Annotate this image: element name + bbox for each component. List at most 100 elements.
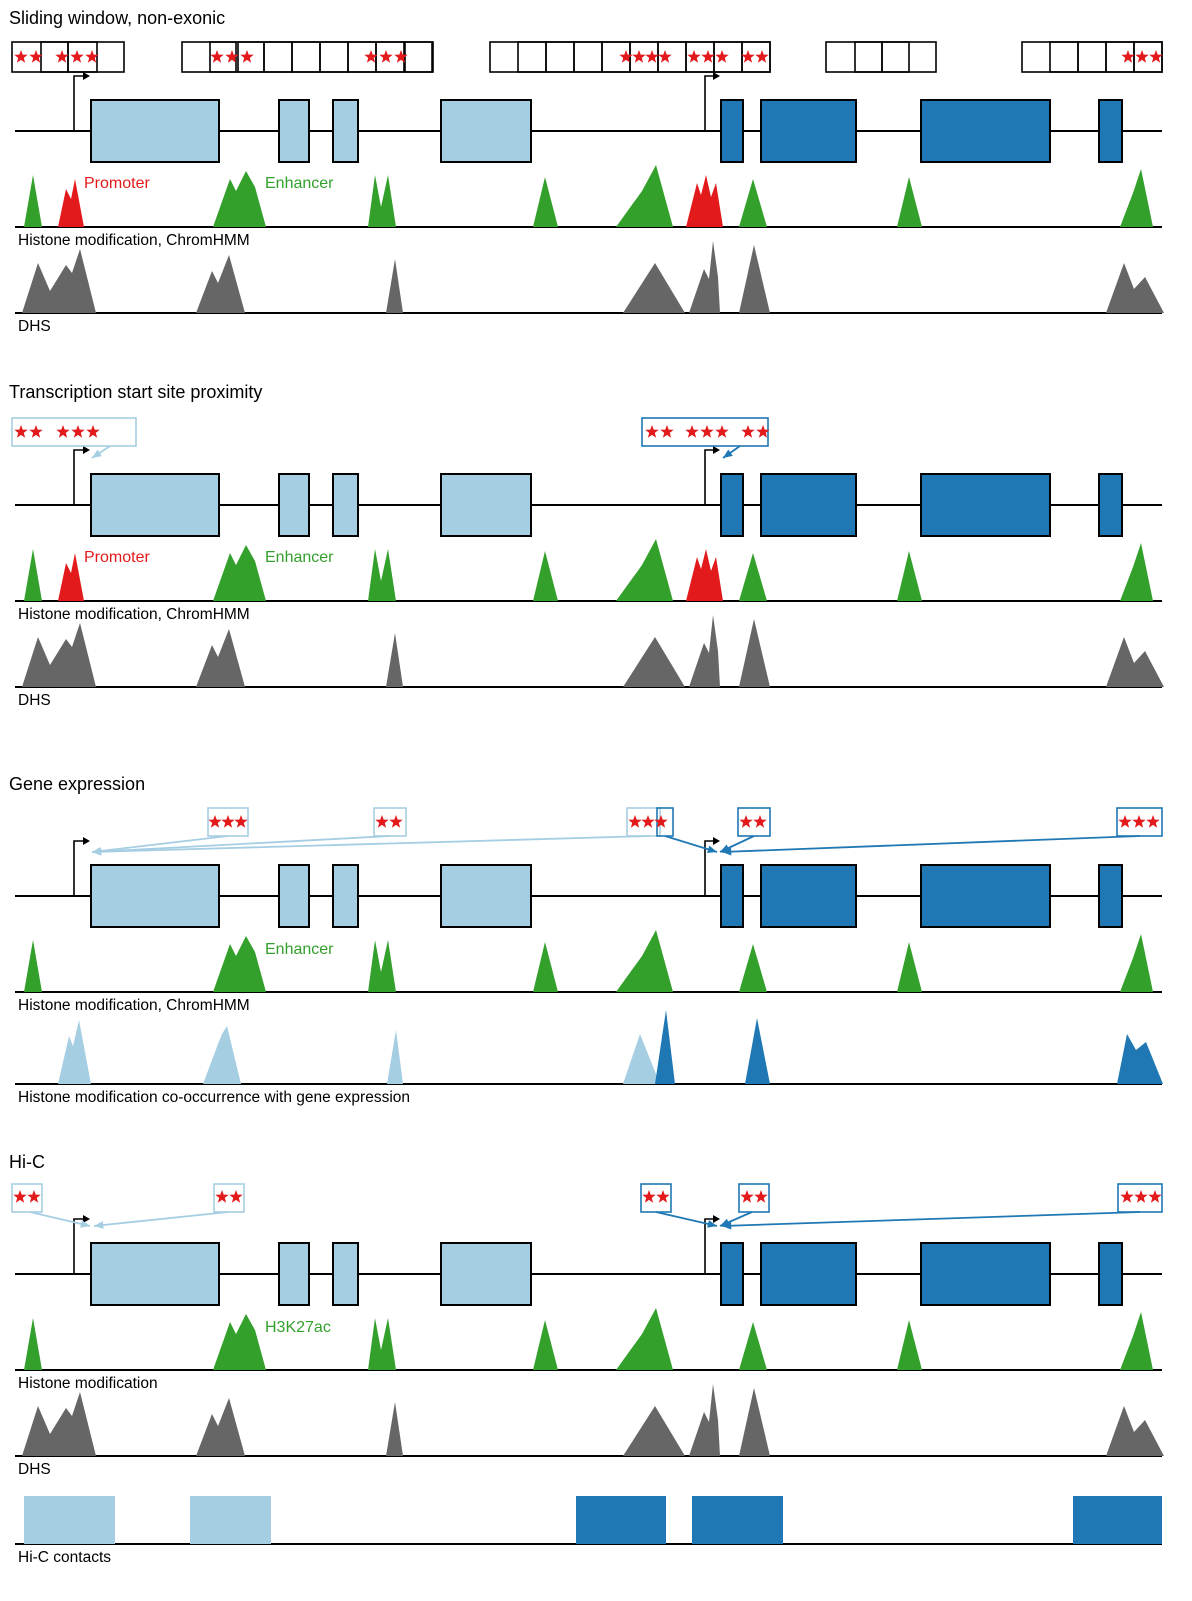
star-icon [70,50,84,63]
enhancer-label: Enhancer [265,175,334,192]
tss-window-box-gene-2 [641,417,769,447]
tss-arrowhead-icon [83,72,90,80]
enhancer-label: Enhancer [265,549,334,566]
panel-title: Hi-C [9,1152,45,1172]
exon-gene-1 [278,864,310,928]
tss-arrowhead-icon [713,72,720,80]
star-icon [14,425,28,438]
star-icon [375,815,389,828]
dhs-peak [689,1384,720,1456]
tss-arrow-icon [73,840,86,896]
coocc-peak-gene-1 [58,1020,91,1084]
tss-arrow-icon [704,1218,716,1274]
dhs-peak [196,1398,245,1456]
enhancer-peak [368,940,396,992]
star-icon [29,50,43,63]
star-icon [701,50,715,63]
exon-gene-2 [920,864,1051,928]
window-box [375,41,433,73]
link-arrow [91,835,391,853]
link-arrow [29,1211,91,1227]
star-icon [215,1190,229,1203]
coocc-peak-gene-1 [387,1030,403,1084]
window-box [1133,41,1163,73]
star-icon [1149,50,1163,63]
hic-contact-block [24,1496,115,1544]
tss-arrow-icon [704,75,716,131]
window-box [741,41,771,73]
star-icon [645,425,659,438]
tss-arrowhead-icon [713,1215,720,1223]
bottom-track-label: DHS [18,1461,51,1478]
exon-gene-1 [440,99,532,163]
coocc-peak-gene-1 [623,1034,660,1084]
panel-gene-expression: Gene expression Enhancer Histone modificat… [9,774,1163,1106]
star-icon [208,815,222,828]
star-icon [240,50,254,63]
star-icon [225,50,239,63]
tss-window-box-gene-1 [11,417,137,447]
star-icon [632,50,646,63]
star-icon [55,50,69,63]
window-box [404,41,434,73]
coocc-peak-gene-2 [745,1018,770,1084]
exon-gene-1 [278,99,310,163]
star-icon [1134,1190,1148,1203]
exon-gene-2 [760,864,857,928]
star-icon [739,815,753,828]
enhancer-peak [897,177,922,227]
enhancer-peak [897,1320,922,1370]
star-icon [741,50,755,63]
star-icon [14,50,28,63]
star-icon [715,425,729,438]
star-icon [234,815,248,828]
link-arrow [655,1211,718,1227]
enhancer-peak [616,1308,673,1370]
panel-sliding-window: Sliding window, non-exonic Promoter Enhanc… [9,8,1164,335]
star-icon [658,50,672,63]
dhs-peak [22,623,96,687]
panel-title: Sliding window, non-exonic [9,8,225,28]
hic-element-box [738,1183,770,1213]
promoter-label: Promoter [84,175,150,192]
enhancer-peak [1120,1312,1153,1370]
dhs-peak [22,249,96,313]
exon-gene-2 [1098,864,1123,928]
dhs-peak [1106,1406,1164,1456]
enhancer-peak [368,1318,396,1370]
star-icon [27,1190,41,1203]
arrowhead-icon [707,1220,717,1228]
enhancer-peak [1120,543,1153,601]
exon-gene-1 [90,864,220,928]
star-icon [642,1190,656,1203]
star-icon [756,425,770,438]
tss-arrow-icon [704,449,716,505]
exon-gene-1 [90,99,220,163]
link-arrow [721,835,1141,853]
enhancer-peak [368,175,396,227]
coocc-peak-gene-1 [203,1026,241,1084]
star-icon [1135,50,1149,63]
star-icon [1146,815,1160,828]
exon-gene-2 [760,1242,857,1306]
star-icon [715,50,729,63]
arrowhead-icon [92,847,102,856]
star-icon [86,425,100,438]
link-arrow [93,1211,229,1227]
exon-gene-1 [332,1242,359,1306]
histone-track-label: Histone modification, ChromHMM [18,997,250,1014]
tss-arrow-icon [704,840,716,896]
panel-hi-c: Hi-C H3K27ac Histone modification DHS Hi-C c… [9,1152,1164,1566]
arrowhead-icon [722,1221,732,1230]
hic-contact-block [576,1496,666,1544]
exon-gene-2 [920,1242,1051,1306]
enhancer-peak [533,177,558,227]
star-icon [741,425,755,438]
promoter-peak [58,179,84,227]
dhs-peak [386,1402,403,1456]
hic-contact-block [190,1496,271,1544]
bottom-track-label: DHS [18,692,51,709]
enhancer-peak [368,549,396,601]
dhs-peak [689,241,720,313]
exon-gene-2 [1098,473,1123,537]
